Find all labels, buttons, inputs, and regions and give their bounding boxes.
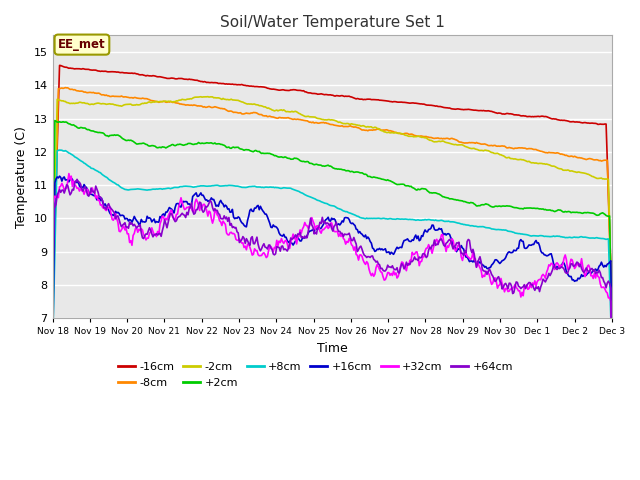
+8cm <box>224 183 232 189</box>
+32cm <box>65 171 73 177</box>
-16cm <box>56 62 63 68</box>
Line: -8cm: -8cm <box>52 88 612 320</box>
+8cm <box>363 215 371 221</box>
-8cm <box>390 129 397 134</box>
+64cm <box>558 264 566 270</box>
+64cm <box>286 241 294 247</box>
Line: +16cm: +16cm <box>52 176 612 367</box>
+16cm <box>286 238 294 244</box>
-2cm <box>608 316 616 322</box>
-2cm <box>49 322 56 328</box>
+64cm <box>608 375 616 381</box>
-2cm <box>204 94 212 99</box>
+64cm <box>224 218 232 224</box>
+32cm <box>363 259 371 264</box>
+64cm <box>390 266 397 272</box>
-16cm <box>363 96 371 102</box>
+64cm <box>49 319 56 324</box>
-16cm <box>461 107 468 112</box>
-2cm <box>390 130 397 136</box>
Line: -16cm: -16cm <box>52 65 612 308</box>
+32cm <box>390 268 397 274</box>
+2cm <box>461 199 468 204</box>
-16cm <box>608 298 616 304</box>
-16cm <box>286 87 294 93</box>
-8cm <box>61 85 69 91</box>
Line: -2cm: -2cm <box>52 96 612 325</box>
-8cm <box>363 127 371 133</box>
Line: +64cm: +64cm <box>52 180 612 378</box>
-2cm <box>558 166 566 172</box>
+8cm <box>286 185 294 191</box>
+16cm <box>49 364 56 370</box>
-2cm <box>363 124 371 130</box>
+64cm <box>73 177 81 182</box>
+32cm <box>224 232 232 238</box>
+64cm <box>363 254 371 260</box>
+2cm <box>363 172 371 178</box>
+32cm <box>608 379 616 385</box>
+16cm <box>390 252 397 257</box>
+2cm <box>286 156 294 161</box>
+16cm <box>363 236 371 241</box>
+8cm <box>608 353 616 359</box>
+16cm <box>558 262 566 268</box>
Line: +32cm: +32cm <box>52 174 612 382</box>
+2cm <box>51 118 59 123</box>
-8cm <box>558 151 566 157</box>
+8cm <box>390 216 397 222</box>
+32cm <box>461 252 468 258</box>
-8cm <box>49 317 56 323</box>
-16cm <box>49 305 56 311</box>
+16cm <box>224 206 232 212</box>
-8cm <box>461 140 468 146</box>
-8cm <box>608 314 616 320</box>
-8cm <box>286 116 294 121</box>
Line: +2cm: +2cm <box>52 120 612 350</box>
+8cm <box>558 234 566 240</box>
+16cm <box>461 250 468 256</box>
-16cm <box>558 117 566 123</box>
+32cm <box>49 319 56 325</box>
+32cm <box>558 264 566 269</box>
Legend: -16cm, -8cm, -2cm, +2cm, +8cm, +16cm, +32cm, +64cm: -16cm, -8cm, -2cm, +2cm, +8cm, +16cm, +3… <box>114 358 517 392</box>
-2cm <box>461 144 468 149</box>
-2cm <box>224 96 232 102</box>
+8cm <box>49 348 56 354</box>
-16cm <box>224 81 232 87</box>
+2cm <box>224 144 232 150</box>
-16cm <box>390 99 397 105</box>
Title: Soil/Water Temperature Set 1: Soil/Water Temperature Set 1 <box>220 15 445 30</box>
X-axis label: Time: Time <box>317 342 348 355</box>
Text: EE_met: EE_met <box>58 38 106 51</box>
-2cm <box>286 109 294 115</box>
+8cm <box>56 147 63 153</box>
+2cm <box>390 180 397 185</box>
+32cm <box>286 245 294 251</box>
Line: +8cm: +8cm <box>52 150 612 356</box>
+2cm <box>558 208 566 214</box>
+64cm <box>461 248 468 254</box>
+8cm <box>461 222 468 228</box>
+2cm <box>49 289 56 295</box>
+16cm <box>56 173 63 179</box>
+2cm <box>608 347 616 353</box>
Y-axis label: Temperature (C): Temperature (C) <box>15 126 28 228</box>
-8cm <box>224 108 232 114</box>
+16cm <box>608 329 616 335</box>
